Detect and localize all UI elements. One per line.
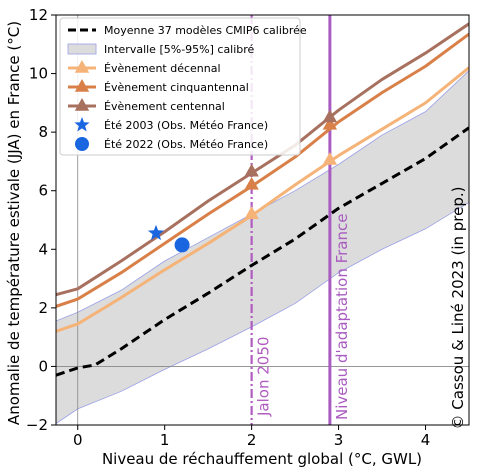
obs-star-0 bbox=[147, 224, 165, 241]
legend-label-0: Moyenne 37 modèles CMIP6 calibrée bbox=[104, 24, 307, 37]
y-tick-label: 0 bbox=[38, 357, 48, 375]
legend-label-4: Évènement centennal bbox=[104, 100, 225, 113]
axes-frame bbox=[55, 14, 470, 426]
band-5-95 bbox=[56, 70, 469, 424]
x-tick-label: 0 bbox=[73, 431, 83, 449]
y-tick-label: 4 bbox=[38, 240, 48, 258]
y-axis-label: Anomalie de température estivale (JJA) e… bbox=[5, 21, 23, 425]
x-tick-label: 1 bbox=[160, 431, 170, 449]
y-tick-label: 8 bbox=[38, 123, 48, 141]
y-tick-label: −2 bbox=[26, 416, 48, 434]
legend-swatch-5 bbox=[74, 117, 90, 132]
legend: Moyenne 37 modèles CMIP6 calibrée Interva… bbox=[59, 17, 307, 156]
x-tick-label: 3 bbox=[334, 431, 344, 449]
legend-swatch-1 bbox=[67, 43, 97, 55]
x-tick-label: 4 bbox=[421, 431, 431, 449]
legend-label-6: Été 2022 (Obs. Météo France) bbox=[104, 138, 268, 151]
legend-swatch-6 bbox=[75, 137, 89, 151]
legend-label-2: Évènement décennal bbox=[104, 62, 221, 75]
x-axis-label: Niveau de réchauffement global (°C, GWL) bbox=[102, 450, 422, 468]
legend-label-1: Intervalle [5%-95%] calibré bbox=[104, 43, 255, 56]
marker-0-0 bbox=[244, 206, 259, 219]
legend-label-3: Évènement cinquantennal bbox=[104, 81, 249, 94]
credit-text: © Cassou & Liné 2023 (in prep.) bbox=[449, 187, 467, 430]
y-tick-label: 12 bbox=[29, 6, 48, 24]
vline-label-0: Jalon 2050 bbox=[255, 337, 273, 417]
y-tick-label: 2 bbox=[38, 299, 48, 317]
x-tick-label: 2 bbox=[247, 431, 257, 449]
marker-2-1 bbox=[322, 109, 338, 123]
marker-2-0 bbox=[244, 163, 259, 177]
y-tick-label: 6 bbox=[38, 182, 48, 200]
obs-circle-1 bbox=[174, 237, 190, 253]
legend-box bbox=[59, 17, 301, 156]
axes bbox=[55, 14, 470, 426]
marker-0-1 bbox=[322, 151, 338, 165]
y-tick-label: 10 bbox=[29, 65, 48, 83]
marker-1-0 bbox=[244, 176, 259, 190]
legend-swatch-2 bbox=[74, 60, 90, 73]
legend-label-5: Été 2003 (Obs. Météo France) bbox=[104, 119, 268, 132]
marker-1-1 bbox=[322, 116, 338, 130]
legend-swatch-3 bbox=[74, 79, 90, 92]
vline-label-1: Niveau d'adaptation France bbox=[333, 214, 351, 420]
legend-swatch-4 bbox=[74, 98, 90, 111]
series-line-0 bbox=[56, 126, 469, 377]
